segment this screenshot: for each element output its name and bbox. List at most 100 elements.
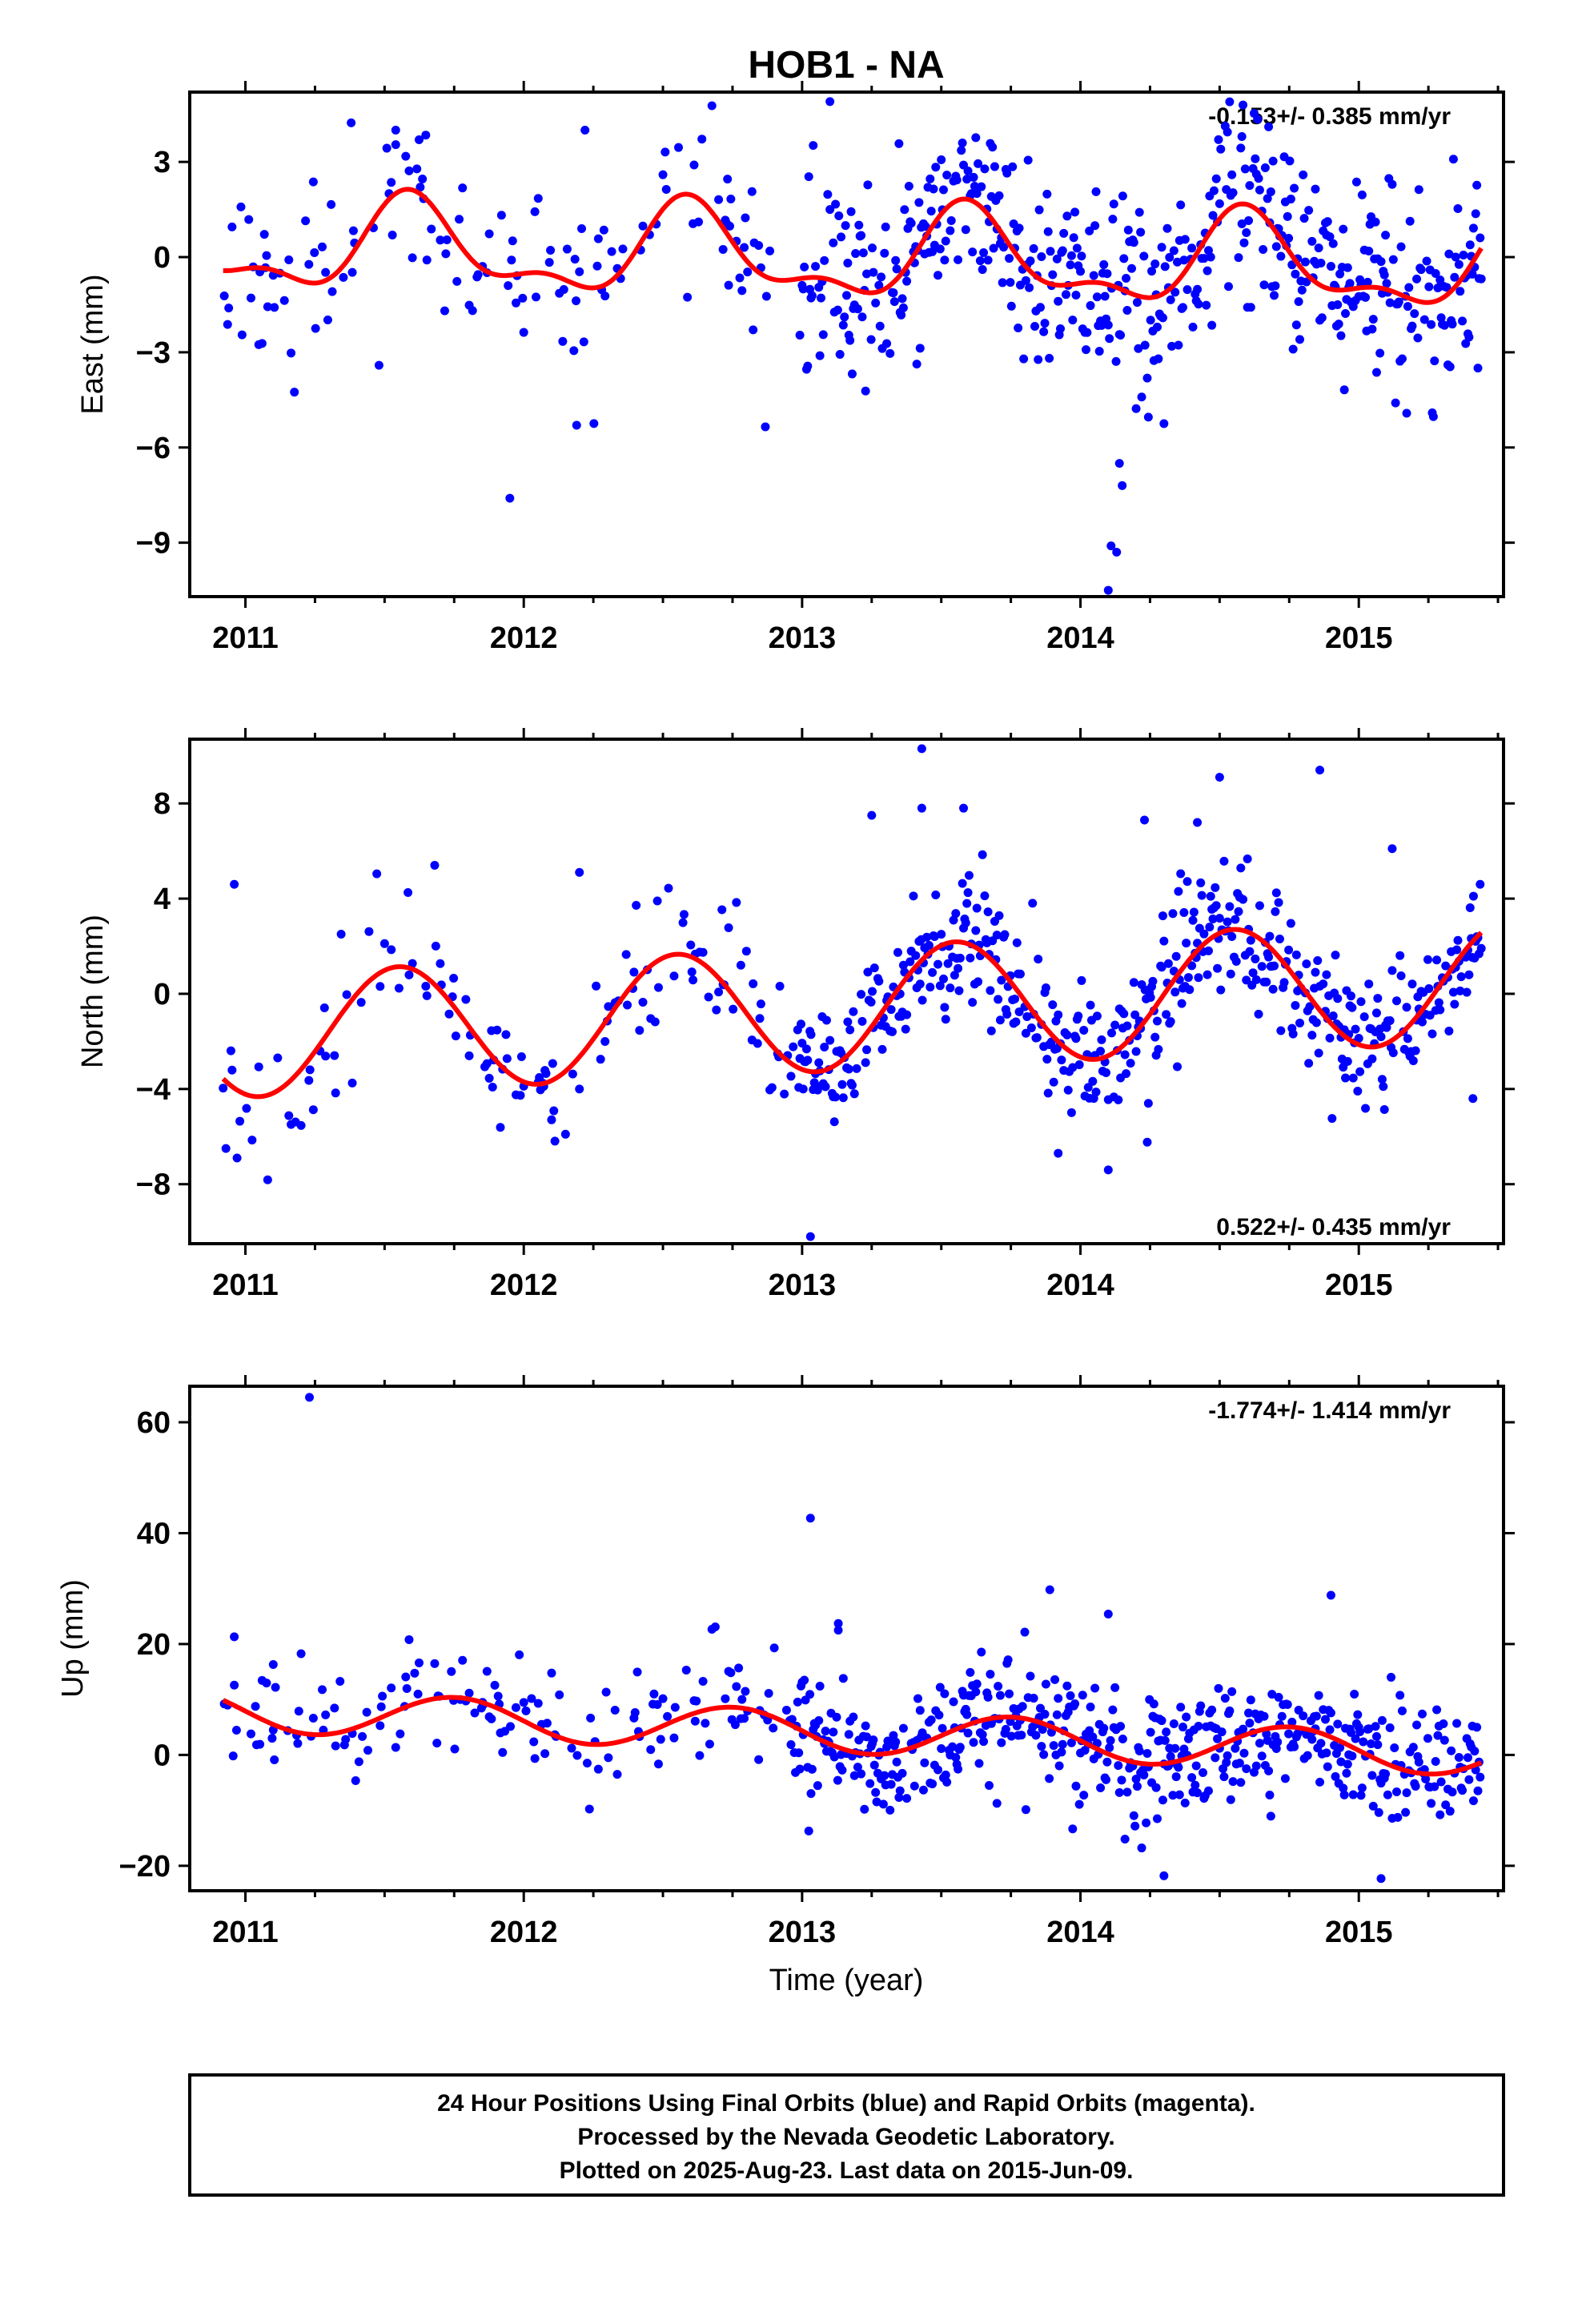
data-point xyxy=(1066,260,1075,270)
data-point xyxy=(1387,1672,1396,1682)
data-point xyxy=(1385,1015,1395,1025)
data-point xyxy=(1236,143,1246,153)
data-point xyxy=(1199,1768,1208,1778)
data-point xyxy=(1264,122,1274,131)
data-point xyxy=(1331,951,1340,960)
data-point xyxy=(1136,227,1146,237)
data-point xyxy=(1116,330,1126,340)
data-point xyxy=(1377,1075,1387,1084)
data-point xyxy=(387,231,397,240)
data-point xyxy=(1057,1055,1066,1065)
data-point xyxy=(1364,979,1374,989)
data-point xyxy=(1264,1766,1274,1775)
data-point xyxy=(1038,1725,1047,1735)
data-point xyxy=(1127,263,1137,273)
data-point xyxy=(1411,1782,1420,1791)
rate-label: -0.153+/- 0.385 mm/yr xyxy=(1208,103,1451,130)
data-point xyxy=(273,1053,283,1063)
data-point xyxy=(468,306,477,316)
data-point xyxy=(838,1093,848,1103)
data-point xyxy=(732,898,741,907)
data-point xyxy=(741,213,750,223)
data-point xyxy=(1246,935,1255,945)
data-point xyxy=(1359,1737,1368,1747)
data-point xyxy=(447,1667,456,1676)
data-point xyxy=(586,1713,596,1723)
data-point xyxy=(1050,1675,1060,1684)
data-point xyxy=(1008,162,1018,171)
data-point xyxy=(1316,1739,1326,1748)
data-point xyxy=(1042,189,1052,199)
data-point xyxy=(1300,257,1310,267)
data-point xyxy=(1123,225,1133,235)
data-point xyxy=(1448,987,1458,997)
data-point xyxy=(1126,1059,1135,1068)
data-point xyxy=(1347,1751,1357,1761)
data-point xyxy=(937,155,946,164)
data-point xyxy=(971,926,981,935)
outlier-point xyxy=(572,420,581,430)
data-point xyxy=(1140,340,1150,350)
data-point xyxy=(737,1695,747,1704)
data-point xyxy=(1134,1747,1144,1756)
data-point xyxy=(934,271,943,280)
data-point xyxy=(891,1737,901,1747)
data-point xyxy=(811,262,821,271)
data-point xyxy=(244,215,254,224)
data-point xyxy=(707,101,717,111)
data-point xyxy=(820,1042,829,1051)
data-point xyxy=(1037,1742,1046,1751)
data-point xyxy=(1182,877,1192,887)
info-line-3: Plotted on 2025-Aug-23. Last data on 201… xyxy=(560,2157,1134,2184)
data-point xyxy=(681,1665,691,1675)
data-point xyxy=(854,220,864,230)
data-point xyxy=(1476,1772,1485,1782)
data-point xyxy=(290,388,299,397)
data-point xyxy=(1450,272,1460,282)
data-point xyxy=(1391,398,1400,408)
data-point xyxy=(1293,1729,1303,1739)
data-point xyxy=(1034,205,1044,215)
data-point xyxy=(951,909,961,919)
data-point xyxy=(1417,1709,1427,1719)
data-point xyxy=(1288,344,1298,354)
data-point xyxy=(725,221,734,231)
data-point xyxy=(1368,315,1378,324)
data-point xyxy=(845,1025,855,1035)
data-point xyxy=(1432,1705,1442,1715)
data-point xyxy=(404,1634,414,1644)
data-point xyxy=(1453,935,1463,945)
data-point xyxy=(712,1005,721,1015)
data-point xyxy=(1223,127,1232,137)
data-point xyxy=(235,1116,245,1126)
data-point xyxy=(1171,951,1181,961)
data-point xyxy=(304,1076,314,1085)
data-point xyxy=(924,940,934,950)
data-point xyxy=(1178,1723,1187,1732)
data-point xyxy=(1367,1771,1377,1780)
data-point xyxy=(835,349,845,359)
data-point xyxy=(1253,115,1263,124)
data-point xyxy=(922,932,932,942)
data-point xyxy=(1176,200,1186,210)
data-point xyxy=(1245,947,1255,956)
data-point xyxy=(1169,1719,1178,1729)
data-point xyxy=(308,177,318,187)
outlier-point xyxy=(221,1144,231,1153)
data-point xyxy=(1096,1783,1106,1793)
data-point xyxy=(652,1700,662,1710)
data-point xyxy=(821,1015,831,1025)
data-point xyxy=(1157,963,1166,972)
data-point xyxy=(1315,1777,1325,1787)
data-point xyxy=(1122,1069,1131,1079)
data-point xyxy=(321,1710,331,1719)
data-point xyxy=(1166,295,1175,304)
data-point xyxy=(484,1073,494,1083)
data-point xyxy=(404,888,413,898)
data-point xyxy=(832,1712,841,1722)
data-point xyxy=(1447,320,1457,329)
data-point xyxy=(1225,902,1235,911)
data-point xyxy=(1430,1782,1439,1791)
data-point xyxy=(833,1775,842,1785)
data-point xyxy=(1154,1044,1163,1054)
